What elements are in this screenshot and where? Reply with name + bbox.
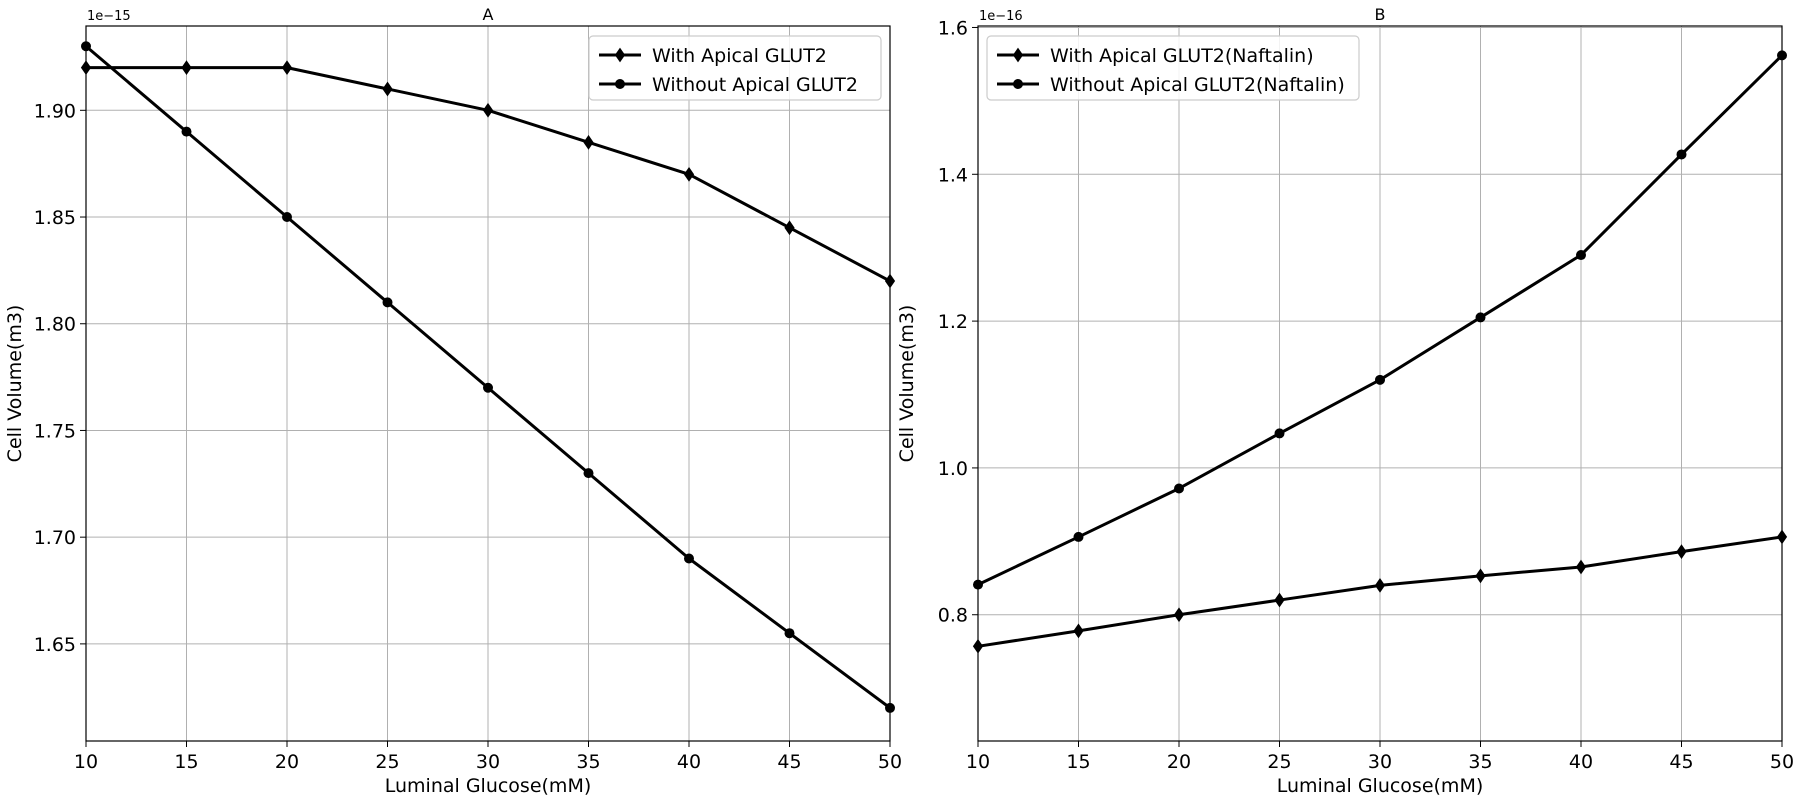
data-point-diamond: [1575, 559, 1587, 575]
legend-label: Without Apical GLUT2: [652, 74, 858, 96]
y-tick-label: 1.6: [938, 17, 968, 39]
y-tick-label: 1.70: [34, 527, 76, 549]
y-offset-label: 1e−15: [87, 9, 131, 24]
data-point-diamond: [482, 102, 494, 118]
series-with-apical-glut2: [80, 60, 896, 289]
x-tick-label: 20: [275, 751, 299, 773]
data-point-diamond: [1374, 577, 1386, 593]
chart-title: A: [483, 5, 494, 24]
legend-item: Without Apical GLUT2: [599, 74, 858, 96]
data-point-circle: [1475, 312, 1486, 323]
x-tick-label: 30: [476, 751, 500, 773]
data-point-circle: [684, 553, 694, 564]
data-point-diamond: [1676, 544, 1687, 559]
x-tick-label: 45: [777, 751, 801, 773]
data-point-diamond: [1073, 623, 1084, 639]
data-point-diamond: [382, 81, 393, 97]
y-axis-label: Cell Volume(m3): [896, 305, 918, 463]
legend-item: With Apical GLUT2: [599, 45, 827, 67]
x-tick-label: 35: [1468, 751, 1492, 773]
x-tick-label: 30: [1368, 751, 1392, 773]
x-tick-label: 25: [1267, 751, 1291, 773]
x-tick-label: 40: [1569, 751, 1593, 773]
x-tick-label: 10: [74, 751, 98, 773]
legend-item: Without Apical GLUT2(Naftalin): [997, 74, 1345, 96]
data-point-diamond: [683, 166, 695, 182]
series-without-apical-glut2: [973, 50, 1787, 590]
data-point-circle: [1676, 149, 1687, 160]
legend: With Apical GLUT2 Without Apical GLUT2: [588, 35, 882, 101]
data-point-diamond: [784, 220, 795, 236]
legend-label: Without Apical GLUT2(Naftalin): [1050, 74, 1345, 96]
x-tick-label: 50: [878, 751, 902, 773]
legend: With Apical GLUT2(Naftalin) Without Apica…: [986, 35, 1360, 101]
chart-panel-b: 10 15 20 25 30 35 40 45 50 0.8 1.0 1.2 1.4 1.6 1e−16 B L…: [896, 5, 1794, 797]
data-point-circle: [1073, 531, 1084, 542]
x-tick-label: 10: [966, 751, 990, 773]
legend-box: [588, 35, 882, 101]
y-tick-label: 1.85: [34, 207, 76, 229]
data-point-circle: [483, 382, 493, 393]
data-point-diamond: [1475, 568, 1486, 584]
x-tick-label: 45: [1669, 751, 1693, 773]
chart-panel-a: 10 15 20 25 30 35 40 45 50 1.65 1.70 1.75 1.80 1.85 1.…: [4, 5, 902, 797]
data-point-circle: [1174, 483, 1184, 494]
y-tick-label: 1.2: [938, 311, 968, 333]
x-tick-label: 20: [1167, 751, 1191, 773]
y-tick-label: 1.65: [34, 634, 76, 656]
legend-marker-diamond: [1012, 47, 1024, 63]
series-without-apical-glut2: [81, 41, 895, 713]
y-offset-label: 1e−16: [979, 9, 1023, 24]
x-tick-label: 50: [1770, 751, 1794, 773]
x-tick-label: 15: [1066, 751, 1090, 773]
y-tick-label: 1.75: [34, 420, 76, 442]
data-point-circle: [382, 297, 393, 308]
legend-box: [986, 35, 1360, 101]
data-point-circle: [282, 212, 292, 223]
x-axis-label: Luminal Glucose(mM): [1277, 775, 1484, 797]
legend-marker-circle: [615, 79, 625, 89]
legend-marker-circle: [1013, 79, 1023, 89]
legend-label: With Apical GLUT2: [652, 45, 827, 67]
x-tick-label: 40: [677, 751, 701, 773]
x-axis-label: Luminal Glucose(mM): [385, 775, 592, 797]
data-point-circle: [784, 628, 795, 639]
y-tick-label: 0.8: [938, 605, 968, 627]
data-point-diamond: [1274, 592, 1285, 608]
series-with-apical-glut2: [972, 529, 1788, 654]
data-point-diamond: [1173, 607, 1185, 623]
data-point-diamond: [181, 60, 192, 75]
data-point-diamond: [281, 60, 293, 75]
y-tick-label: 1.0: [938, 458, 968, 480]
y-tick-label: 1.90: [34, 100, 76, 122]
chart-title: B: [1375, 5, 1386, 24]
data-point-diamond: [583, 134, 594, 150]
x-tick-label: 35: [576, 751, 600, 773]
legend-label: With Apical GLUT2(Naftalin): [1050, 45, 1314, 67]
legend-marker-diamond: [614, 47, 626, 63]
legend-item: With Apical GLUT2(Naftalin): [997, 45, 1314, 67]
data-point-circle: [1274, 428, 1285, 439]
x-tick-label: 15: [174, 751, 198, 773]
y-tick-label: 1.4: [938, 164, 968, 186]
x-tick-label: 25: [375, 751, 399, 773]
y-tick-label: 1.80: [34, 314, 76, 336]
data-point-circle: [1576, 250, 1586, 261]
data-point-circle: [181, 126, 192, 137]
data-point-circle: [583, 468, 594, 479]
data-point-circle: [1375, 374, 1385, 385]
y-axis-label: Cell Volume(m3): [4, 305, 26, 463]
